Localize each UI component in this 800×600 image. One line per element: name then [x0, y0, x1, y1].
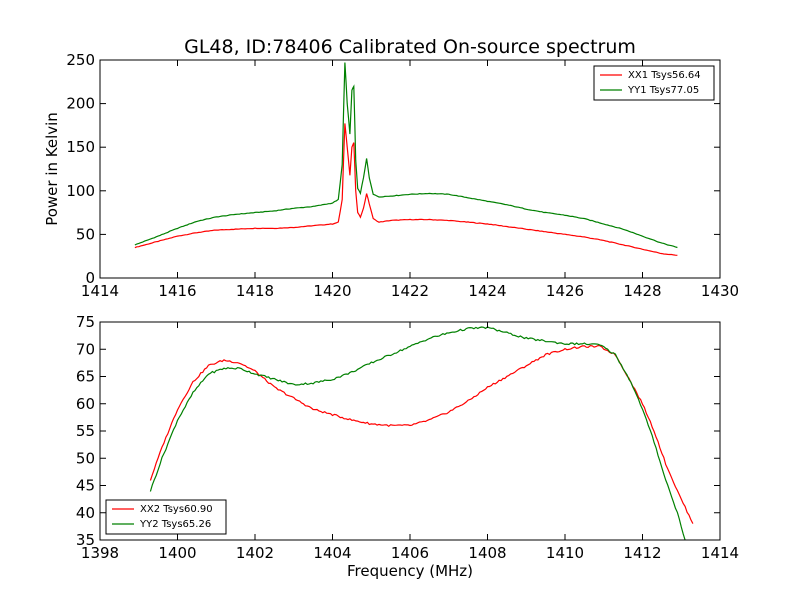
legend-label-yy1: YY1 Tsys77.05: [627, 85, 699, 96]
top-series-lines: [134, 62, 678, 256]
bottom-x-tick-label: 1408: [468, 544, 506, 562]
top-series-line-xx: [134, 123, 678, 256]
bottom-series-line-yy: [149, 326, 686, 540]
bottom-x-tick-label: 1406: [391, 544, 429, 562]
bottom-x-tick-label: 1414: [701, 544, 739, 562]
legend-label-xx1: XX1 Tsys56.64: [628, 70, 701, 81]
top-y-tick-label: 200: [66, 95, 95, 113]
top-x-tick-label: 1430: [701, 282, 739, 300]
legend-label-xx2: XX2 Tsys60.90: [140, 504, 213, 515]
top-y-tick-label: 50: [76, 225, 95, 243]
top-x-tick-label: 1424: [468, 282, 506, 300]
bottom-y-tick-label: 75: [76, 313, 95, 331]
top-legend-box: [593, 65, 715, 101]
chart-title: GL48, ID:78406 Calibrated On-source spec…: [184, 36, 636, 58]
top-y-tick-label: 100: [66, 182, 95, 200]
top-y-tick-label: 0: [85, 269, 95, 287]
top-x-tick-label: 1418: [236, 282, 274, 300]
bottom-y-tick-label: 45: [76, 477, 95, 495]
bottom-x-tick-label: 1398: [81, 544, 119, 562]
top-x-tick-label: 1416: [158, 282, 196, 300]
bottom-x-tick-label: 1410: [546, 544, 584, 562]
bottom-series-line-xx: [149, 344, 694, 524]
top-axis-ticks: 1414 1416 1418 1420 1422 1424 1426 1428 1430 0 50 1…: [66, 51, 739, 300]
top-x-tick-label: 1428: [623, 282, 661, 300]
top-x-tick-label: 1420: [313, 282, 351, 300]
top-spectrum-panel: 1414 1416 1418 1420 1422 1424 1426 1428 1430 0 50 1…: [43, 51, 739, 300]
bottom-legend-box: [105, 499, 227, 535]
bottom-y-tick-label: 55: [76, 422, 95, 440]
bottom-x-tick-label: 1412: [623, 544, 661, 562]
bottom-x-tick-label: 1404: [313, 544, 351, 562]
legend-label-yy2: YY2 Tsys65.26: [139, 519, 211, 530]
top-y-tick-label: 150: [66, 138, 95, 156]
bottom-y-tick-label: 40: [76, 504, 95, 522]
top-y-axis-label: Power in Kelvin: [43, 112, 61, 226]
bottom-legend: XX2 Tsys60.90 YY2 Tsys65.26: [105, 499, 227, 535]
bottom-y-tick-label: 35: [76, 531, 95, 549]
top-series-line-yy: [134, 62, 678, 249]
bottom-axis-ticks: 1398 1400 1402 1404 1406 1408 1410 1412 1414 35 40…: [76, 313, 739, 562]
bottom-y-tick-label: 70: [76, 340, 95, 358]
bottom-y-tick-label: 50: [76, 449, 95, 467]
top-y-tick-label: 250: [66, 51, 95, 69]
top-legend: XX1 Tsys56.64 YY1 Tsys77.05: [593, 65, 715, 101]
bottom-x-tick-label: 1402: [236, 544, 274, 562]
bottom-spectrum-panel: 1398 1400 1402 1404 1406 1408 1410 1412 1414 35 40…: [76, 313, 739, 580]
top-x-tick-label: 1414: [81, 282, 119, 300]
bottom-x-axis-label: Frequency (MHz): [347, 562, 473, 580]
bottom-y-tick-label: 60: [76, 395, 95, 413]
bottom-x-tick-label: 1400: [158, 544, 196, 562]
bottom-y-tick-label: 65: [76, 368, 95, 386]
top-x-tick-label: 1422: [391, 282, 429, 300]
bottom-series-lines: [149, 326, 694, 540]
top-x-tick-label: 1426: [546, 282, 584, 300]
